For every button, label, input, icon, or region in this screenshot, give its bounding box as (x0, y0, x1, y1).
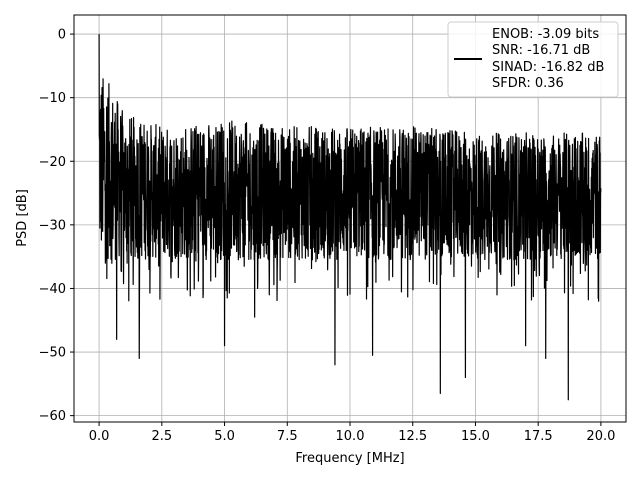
y-tick-label: −60 (39, 409, 66, 424)
legend-entry-sinad: SINAD: -16.82 dB (492, 60, 604, 75)
y-tick-label: −30 (39, 218, 66, 233)
x-tick-label: 12.5 (398, 429, 427, 444)
y-tick-label: −40 (39, 282, 66, 297)
x-axis-label: Frequency [MHz] (295, 451, 404, 466)
legend: ENOB: -3.09 bits SNR: -16.71 dB SINAD: -… (447, 21, 619, 98)
x-tick-label: 7.5 (277, 429, 298, 444)
y-tick-label: 0 (58, 28, 66, 43)
legend-entry-sfdr: SFDR: 0.36 (492, 76, 564, 91)
x-tick-label: 2.5 (151, 429, 172, 444)
x-tick-label: 0.0 (89, 429, 110, 444)
y-tick-label: −20 (39, 155, 66, 170)
plot-area (98, 34, 602, 401)
legend-entry-snr: SNR: -16.71 dB (492, 43, 590, 58)
y-axis-label: PSD [dB] (15, 189, 30, 247)
x-tick-label: 5.0 (214, 429, 235, 444)
legend-box (447, 21, 619, 98)
x-tick-label: 20.0 (586, 429, 615, 444)
x-tick-label: 15.0 (461, 429, 490, 444)
y-tick-label: −10 (39, 91, 66, 106)
legend-entry-enob: ENOB: -3.09 bits (492, 27, 599, 42)
x-tick-label: 10.0 (336, 429, 365, 444)
y-axis-ticks: 0 −10 −20 −30 −40 −50 −60 (39, 28, 74, 424)
x-tick-label: 17.5 (524, 429, 553, 444)
psd-series-line (98, 34, 602, 401)
x-axis-ticks: 0.0 2.5 5.0 7.5 10.0 12.5 15.0 17.5 20.0 (89, 422, 615, 444)
y-tick-label: −50 (39, 346, 66, 361)
